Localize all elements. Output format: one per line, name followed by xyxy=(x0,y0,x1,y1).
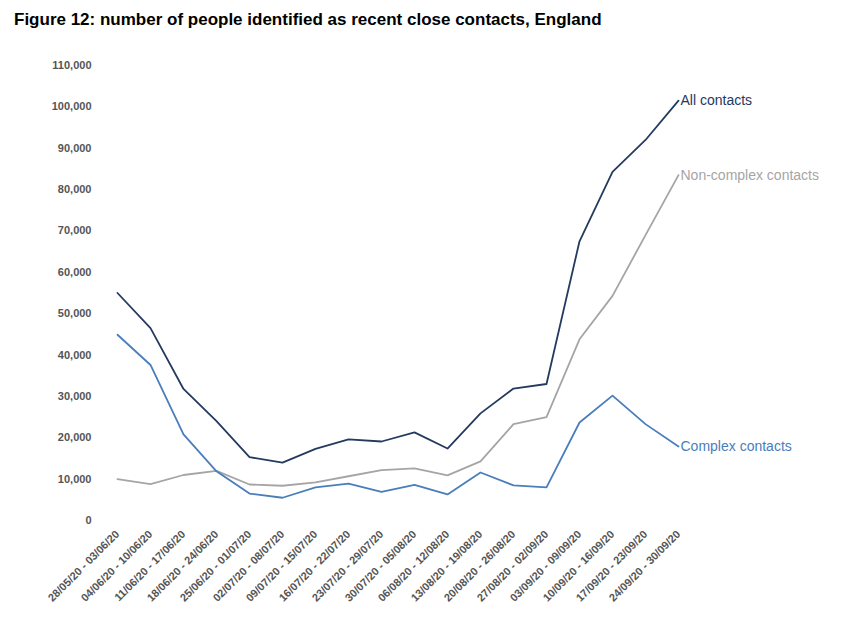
svg-text:02/07/20 - 08/07/20: 02/07/20 - 08/07/20 xyxy=(210,527,287,604)
svg-text:0: 0 xyxy=(85,514,91,526)
svg-text:100,000: 100,000 xyxy=(52,100,92,112)
svg-text:50,000: 50,000 xyxy=(58,307,92,319)
svg-text:20,000: 20,000 xyxy=(58,431,92,443)
svg-text:03/09/20 - 09/09/20: 03/09/20 - 09/09/20 xyxy=(507,527,584,604)
svg-text:30/07/20 - 05/08/20: 30/07/20 - 05/08/20 xyxy=(342,527,419,604)
svg-text:40,000: 40,000 xyxy=(58,349,92,361)
svg-text:17/09/20 - 23/09/20: 17/09/20 - 23/09/20 xyxy=(573,527,650,604)
svg-text:16/07/20 - 22/07/20: 16/07/20 - 22/07/20 xyxy=(276,527,353,604)
svg-text:All contacts: All contacts xyxy=(681,92,753,108)
svg-text:Non-complex contacts: Non-complex contacts xyxy=(681,167,820,183)
svg-text:25/06/20 - 01/07/20: 25/06/20 - 01/07/20 xyxy=(177,527,254,604)
svg-text:18/06/20 - 24/06/20: 18/06/20 - 24/06/20 xyxy=(144,527,221,604)
svg-text:11/06/20 - 17/06/20: 11/06/20 - 17/06/20 xyxy=(111,527,188,604)
svg-text:Complex contacts: Complex contacts xyxy=(681,438,792,454)
svg-text:23/07/20 - 29/07/20: 23/07/20 - 29/07/20 xyxy=(309,527,386,604)
svg-text:10/09/20 - 16/09/20: 10/09/20 - 16/09/20 xyxy=(540,527,617,604)
svg-text:90,000: 90,000 xyxy=(58,142,92,154)
svg-text:110,000: 110,000 xyxy=(52,59,91,71)
html-text:Figure 12: number of people id: Figure 12: number of people identified a… xyxy=(14,10,602,29)
svg-text:27/08/20 - 02/09/20: 27/08/20 - 02/09/20 xyxy=(474,527,551,604)
svg-text:06/08/20 - 12/08/20: 06/08/20 - 12/08/20 xyxy=(375,527,452,604)
svg-text:28/05/20 - 03/06/20: 28/05/20 - 03/06/20 xyxy=(45,527,122,604)
svg-text:70,000: 70,000 xyxy=(58,224,92,236)
svg-text:30,000: 30,000 xyxy=(58,390,92,402)
svg-text:13/08/20 - 19/08/20: 13/08/20 - 19/08/20 xyxy=(408,527,485,604)
svg-text:10,000: 10,000 xyxy=(58,473,92,485)
svg-text:04/06/20 - 10/06/20: 04/06/20 - 10/06/20 xyxy=(78,527,155,604)
svg-text:60,000: 60,000 xyxy=(58,266,92,278)
svg-text:80,000: 80,000 xyxy=(58,183,92,195)
svg-text:09/07/20 - 15/07/20: 09/07/20 - 15/07/20 xyxy=(243,527,320,604)
svg-text:20/08/20 - 26/08/20: 20/08/20 - 26/08/20 xyxy=(441,527,518,604)
svg-text:24/09/20 - 30/09/20: 24/09/20 - 30/09/20 xyxy=(606,528,682,604)
